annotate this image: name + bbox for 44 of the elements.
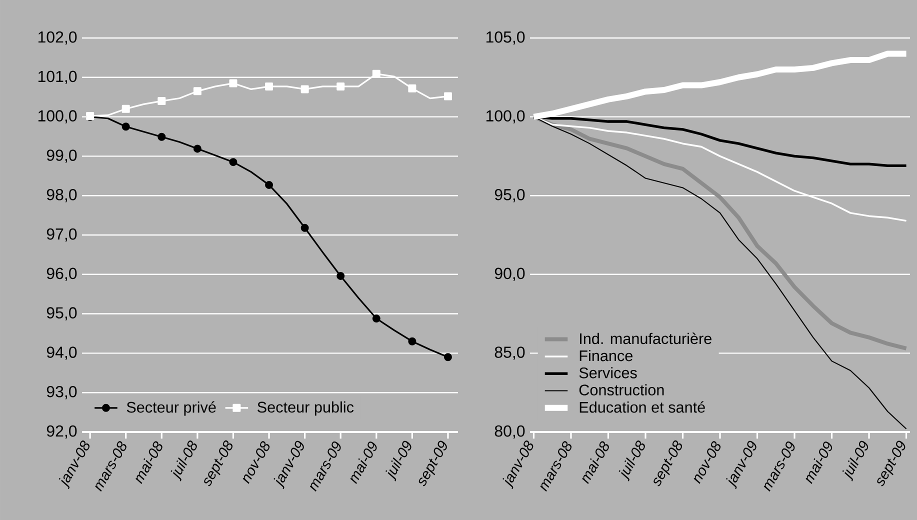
point [193, 144, 202, 153]
point [408, 84, 416, 92]
point [372, 314, 380, 323]
point [336, 272, 345, 280]
y-tick-label: 97,0 [46, 228, 77, 242]
y-tick-label: 105,0 [486, 31, 525, 45]
point [265, 82, 274, 90]
y-tick-label: 96,0 [46, 268, 77, 281]
legend-label: Secteur public [258, 401, 354, 416]
legend-label: Education et santé [580, 401, 705, 413]
y-tick-label: 94,0 [46, 346, 77, 360]
legend-label: Secteur privé [126, 401, 216, 416]
legend-label: Ind. manufacturière [580, 332, 712, 344]
y-tick-label: 90,0 [494, 268, 525, 281]
y-tick-label: 102,0 [38, 31, 77, 45]
y-tick-label: 100,0 [486, 110, 525, 124]
point [229, 79, 238, 88]
point [336, 82, 345, 90]
y-tick-label: 99,0 [46, 150, 77, 163]
point [408, 337, 416, 346]
legend-label: Services [579, 367, 637, 378]
point [158, 132, 166, 141]
point [300, 224, 309, 232]
point [158, 97, 166, 106]
point [193, 87, 202, 96]
legend-label: Finance [580, 350, 632, 362]
point [372, 70, 380, 78]
point [265, 180, 274, 189]
point [300, 85, 309, 94]
point [229, 158, 238, 166]
legend-label: Construction [579, 384, 664, 396]
y-tick-label: 92,0 [46, 425, 77, 439]
y-tick-label: 85,0 [494, 346, 525, 360]
point [122, 104, 130, 113]
y-tick-label: 101,0 [38, 70, 77, 84]
y-tick-label: 98,0 [46, 188, 77, 202]
y-tick-label: 80,0 [494, 425, 525, 439]
y-tick-label: 95,0 [46, 307, 77, 320]
point [122, 122, 130, 131]
point [444, 92, 452, 100]
y-tick-label: 100,0 [38, 110, 77, 124]
point [444, 353, 452, 362]
y-tick-label: 93,0 [46, 386, 77, 400]
y-tick-label: 95,0 [494, 188, 525, 202]
